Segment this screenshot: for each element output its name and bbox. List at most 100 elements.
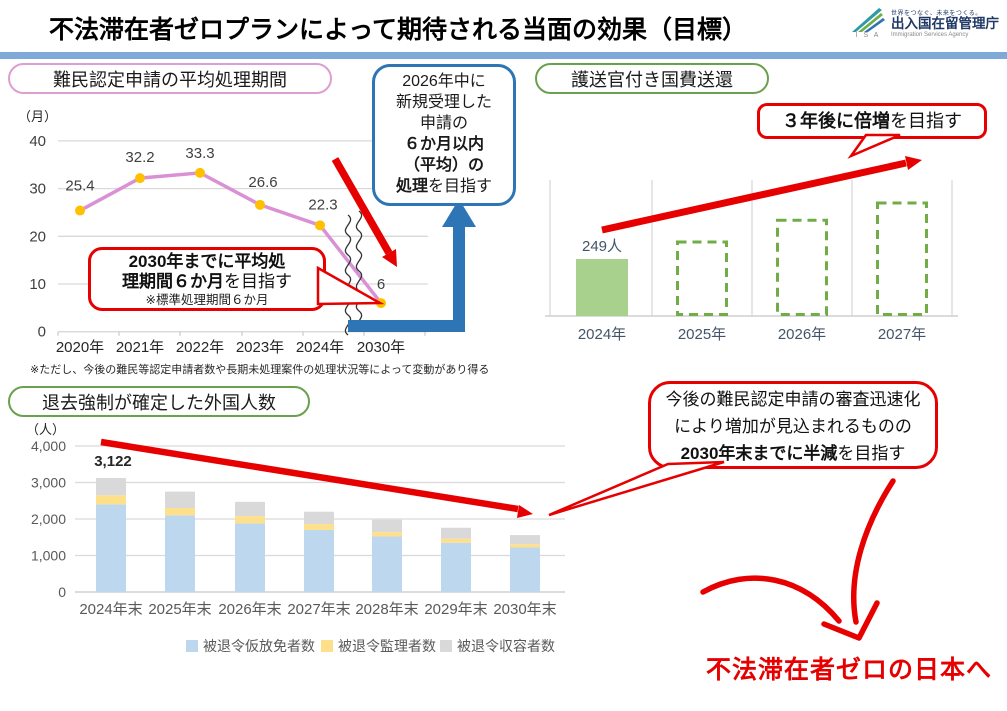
stack-segment <box>235 501 265 517</box>
axis-break-squiggle <box>344 214 352 336</box>
logo-tagline: 世界をつなぐ、未来をつくる。 <box>891 11 982 18</box>
legend-label: 被退令仮放免者数 <box>203 638 315 654</box>
stack-segment <box>372 532 402 537</box>
curved-arrow <box>851 478 896 625</box>
y-axis-unit: （月） <box>18 109 57 124</box>
deport-chart-heading: 退去強制が確定した外国人数 <box>8 386 310 417</box>
stack-segment <box>441 538 471 543</box>
refugee-chart-footnote: ※ただし、今後の難民等認定申請者数や長期未処理案件の処理状況等によって変動があり… <box>30 364 490 376</box>
data-label: 6 <box>377 276 385 293</box>
outro-line2: により増加が見込まれるものの <box>674 417 912 436</box>
x-tick-label: 2023年 <box>236 339 284 356</box>
logo-agency-name: 出入国在留管理庁 <box>891 16 999 32</box>
stack-segment <box>235 523 265 592</box>
deport-stacked-chart: （人） 4,000 3,000 2,000 1,000 0 2024年末 2025年末 202… <box>26 422 565 654</box>
target-box-line2: 新規受理した <box>395 94 492 111</box>
y-tick-label: 4,000 <box>31 438 66 454</box>
y-tick-label: 1,000 <box>31 548 66 564</box>
escort-chart-plot: 249人 2024年 2025年 2026年 2027年 <box>576 201 928 343</box>
blue-target-arrowhead <box>442 199 476 227</box>
x-tick-label: 2021年 <box>116 339 164 356</box>
stack-segment <box>510 535 540 545</box>
outro-line1: 今後の難民認定申請の審査迅速化 <box>665 390 921 409</box>
y-tick-label: 0 <box>38 324 46 341</box>
stack-segment <box>235 516 265 524</box>
bar-target <box>776 218 828 316</box>
data-label: 25.4 <box>65 178 94 195</box>
x-tick-label: 2029年末 <box>424 601 487 618</box>
x-tick-label: 2022年 <box>176 339 224 356</box>
target-box-line5: （平均）の <box>403 157 484 174</box>
x-tick-label: 2024年 <box>296 339 344 356</box>
legend-swatch <box>186 640 198 652</box>
data-point <box>75 205 85 216</box>
refugee-goal-line2: 理期間６か月を目指す <box>122 272 292 291</box>
data-label: 33.3 <box>185 145 214 162</box>
stack-segment <box>304 511 334 525</box>
line-series <box>79 171 383 305</box>
escort-goal-callout: ３年後に倍増を目指す <box>757 103 987 139</box>
isa-logo: I S A 世界をつなぐ、未来をつくる。 出入国在留管理庁 Immigratio… <box>850 7 999 39</box>
logo-agency-name-en: Immigration Services Agency <box>891 31 969 38</box>
refugee-chart-heading: 難民認定申請の平均処理期間 <box>8 63 332 94</box>
y-tick-label: 2,000 <box>31 511 66 527</box>
outro-line3: 2030年末までに半減を目指す <box>680 444 906 463</box>
red-decline-arrowhead <box>382 249 397 267</box>
isa-logo-mark: I S A <box>850 7 886 39</box>
legend-label: 被退令監理者数 <box>338 638 436 654</box>
x-tick-label: 2026年 <box>778 326 826 343</box>
x-tick-label: 2024年末 <box>79 601 142 618</box>
y-tick-label: 3,000 <box>31 475 66 491</box>
refugee-goal-line1: 2030年までに平均処 <box>128 252 286 271</box>
red-decline-arrow <box>331 157 393 255</box>
x-tick-label: 2027年末 <box>287 601 350 618</box>
page-title: 不法滞在者ゼロプランによって期待される当面の効果（目標） <box>49 16 748 44</box>
x-tick-label: 2030年 <box>357 339 405 356</box>
isa-logo-text: 世界をつなぐ、未来をつくる。 出入国在留管理庁 Immigration Serv… <box>891 8 999 38</box>
escort-chart-heading: 護送官付き国費送還 <box>535 63 769 94</box>
target-box-line3: 申請の <box>419 115 468 132</box>
stack-segment <box>304 529 334 592</box>
escort-chart-heading-label: 護送官付き国費送還 <box>571 69 733 90</box>
stack-segment <box>96 504 126 592</box>
x-tick-label: 2026年末 <box>218 601 281 618</box>
escort-bar-chart: 249人 2024年 2025年 2026年 2027年 <box>545 156 958 343</box>
legend-swatch <box>440 640 452 652</box>
refugee-goal-callout: 2030年までに平均処 理期間６か月を目指す ※標準処理期間６か月 <box>88 247 326 311</box>
data-point <box>135 173 145 184</box>
legend-swatch <box>321 640 333 652</box>
blue-target-arrow <box>348 225 465 332</box>
bar-value-label: 249人 <box>582 238 622 255</box>
stack-segment <box>510 547 540 592</box>
deport-chart-plot: 4,000 3,000 2,000 1,000 0 2024年末 2025年末 2026年末 2… <box>31 438 565 654</box>
y-tick-label: 30 <box>29 181 46 198</box>
bar-target <box>876 201 928 316</box>
x-tick-label: 2030年末 <box>493 601 556 618</box>
legend-label: 被退令収容者数 <box>457 638 555 654</box>
target-box-line4: ６か月以内 <box>403 136 484 153</box>
refugee-chart-heading-label: 難民認定申請の平均処理期間 <box>53 69 287 90</box>
data-point <box>376 298 386 309</box>
y-axis-unit: （人） <box>26 422 65 437</box>
refugee-goal-subnote: ※標準処理期間６か月 <box>145 293 269 307</box>
stack-segment <box>165 508 195 516</box>
curved-arrowhead <box>821 600 880 641</box>
stack-segment <box>372 536 402 592</box>
outro-goal-callout: 今後の難民認定申請の審査迅速化 により増加が見込まれるものの 2030年末までに… <box>648 381 938 469</box>
y-tick-label: 20 <box>29 228 46 245</box>
red-increase-arrowhead <box>905 156 922 170</box>
stack-segment <box>165 491 195 509</box>
red-halve-arrowhead <box>517 505 533 518</box>
stack-segment <box>96 478 126 496</box>
isa-swoosh-icon <box>852 8 885 32</box>
x-tick-label: 2020年 <box>56 339 104 356</box>
stack-segment <box>441 527 471 539</box>
data-point <box>195 167 205 178</box>
total-annotation: 3,122 <box>94 453 132 470</box>
data-point <box>255 199 265 210</box>
y-tick-label: 40 <box>29 133 46 150</box>
isa-letters: I S A <box>855 32 881 39</box>
refugee-2026-target-box: 2026年中に 新規受理した 申請の ６か月以内 （平均）の 処理を目指す <box>372 64 516 206</box>
stack-segment <box>441 542 471 592</box>
